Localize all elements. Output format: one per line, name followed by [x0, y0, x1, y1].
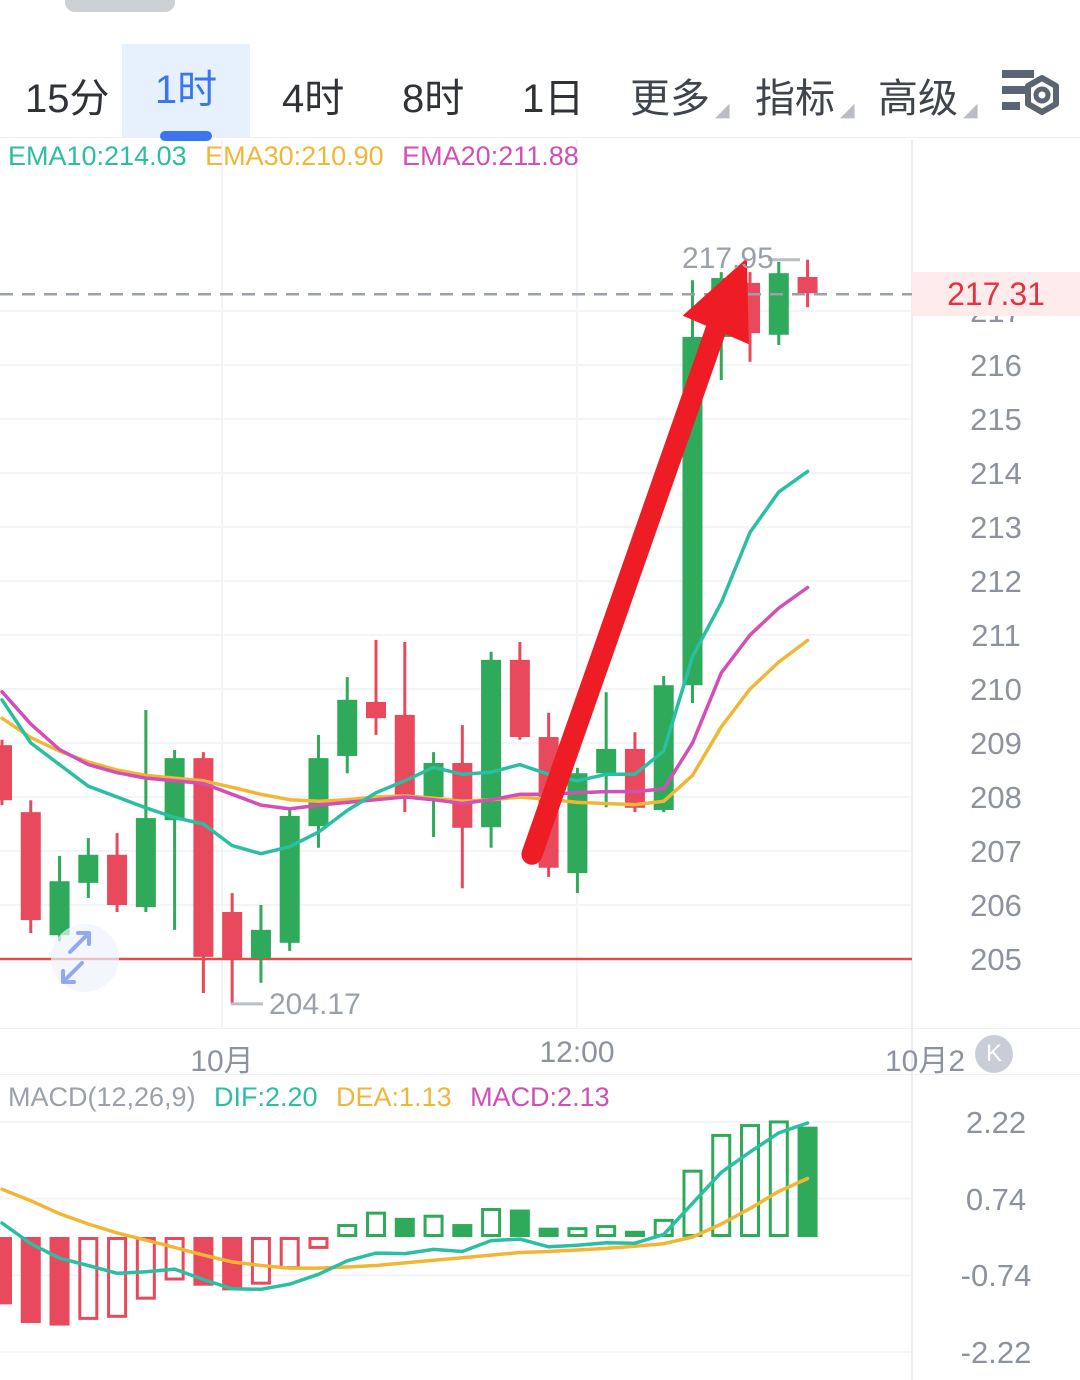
- tab-1day[interactable]: 1日: [522, 77, 585, 121]
- price-tick-label: 209: [970, 726, 1022, 761]
- ema10-legend: EMA10:214.03: [8, 141, 187, 171]
- ema-legend: EMA10:214.03 EMA30:210.90 EMA20:211.88: [8, 141, 593, 172]
- macd-tick-label: -0.74: [960, 1258, 1032, 1294]
- menu-more[interactable]: 更多 ◢: [630, 77, 730, 121]
- tab-1hour-active[interactable]: 1时: [122, 44, 250, 141]
- tab-15min[interactable]: 15分: [25, 77, 110, 121]
- xaxis-label-oct2: 10月2: [884, 1045, 966, 1078]
- price-tick-label: 205: [970, 942, 1022, 977]
- caret-down-icon: ◢: [715, 100, 730, 121]
- macd-tick-label: 2.22: [965, 1105, 1027, 1140]
- ema30-legend: EMA30:210.90: [205, 141, 384, 171]
- price-tick-label: 215: [970, 402, 1022, 437]
- macd-params-legend: MACD(12,26,9): [8, 1082, 196, 1112]
- macd-legend: MACD(12,26,9) DIF:2.20 DEA:1.13 MACD:2.1…: [8, 1082, 624, 1113]
- price-tick-label: 207: [970, 834, 1022, 869]
- top-remnant-pill: [65, 0, 175, 12]
- dif-legend: DIF:2.20: [214, 1082, 318, 1112]
- current-price-badge[interactable]: 217.31: [912, 272, 1080, 316]
- tab-8hour[interactable]: 8时: [402, 77, 465, 121]
- price-tick-label: 214: [970, 456, 1022, 491]
- caret-down-icon: ◢: [963, 100, 978, 121]
- macd-axis: 2.22 0.74 -0.74 -2.22: [912, 0, 1080, 1380]
- price-tick-label: 210: [970, 672, 1022, 707]
- ema20-legend: EMA20:211.88: [402, 141, 579, 171]
- xaxis-label-oct: 10月: [190, 1045, 254, 1078]
- low-price-marker: 204.17: [269, 988, 361, 1021]
- macd-tick-label: -2.22: [960, 1334, 1032, 1370]
- price-tick-label: 211: [971, 618, 1021, 653]
- active-tab-underline: [160, 131, 212, 141]
- price-tick-label: 212: [970, 564, 1022, 599]
- price-tick-label: 216: [970, 348, 1022, 383]
- xaxis-divider-top: [0, 1028, 1080, 1029]
- timeframe-tabbar: 15分 1时 4时 8时 1日 更多 ◢ 指标 ◢ 高级 ◢: [0, 40, 1080, 141]
- price-tick-label: 208: [970, 780, 1022, 815]
- price-tick-label: 206: [970, 888, 1022, 923]
- chart-settings-gear-icon[interactable]: [1000, 64, 1062, 120]
- navbar-divider: [0, 137, 1080, 138]
- xaxis-divider-bottom: [0, 1074, 1080, 1075]
- caret-down-icon: ◢: [840, 100, 855, 121]
- dea-legend: DEA:1.13: [336, 1082, 452, 1112]
- menu-advanced[interactable]: 高级 ◢: [878, 77, 978, 121]
- menu-indicators[interactable]: 指标 ◢: [755, 77, 855, 121]
- macd-value-legend: MACD:2.13: [470, 1082, 610, 1112]
- tab-1hour-label: 1时: [154, 68, 218, 112]
- macd-tick-label: 0.74: [965, 1181, 1027, 1217]
- k-line-badge[interactable]: K: [975, 1035, 1013, 1073]
- high-price-marker: 217.95: [682, 242, 774, 275]
- price-tick-label: 213: [970, 510, 1022, 545]
- xaxis-label-noon: 12:00: [539, 1036, 615, 1069]
- tab-4hour[interactable]: 4时: [282, 77, 345, 121]
